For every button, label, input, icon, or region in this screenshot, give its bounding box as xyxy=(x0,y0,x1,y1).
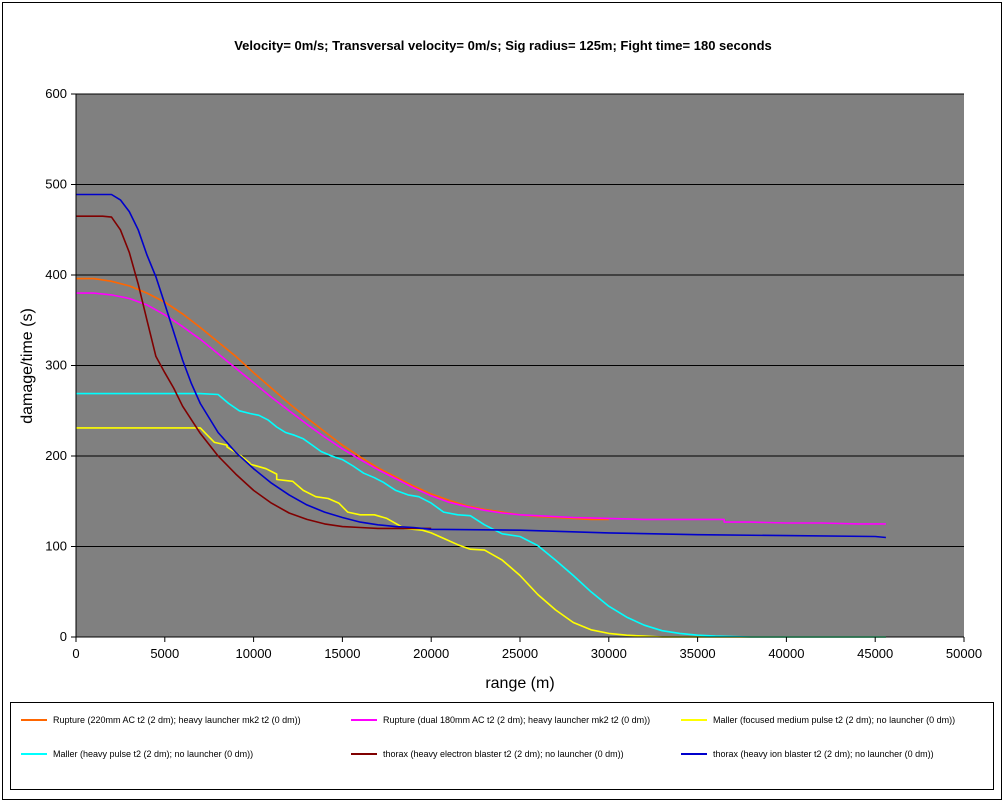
y-tick-label: 100 xyxy=(45,539,67,554)
legend-swatch xyxy=(681,753,707,755)
legend-swatch xyxy=(351,719,377,721)
legend-item-5: thorax (heavy electron blaster t2 (2 dm)… xyxy=(351,749,624,759)
series-line-2 xyxy=(76,292,886,525)
legend-label: Rupture (220mm AC t2 (2 dm); heavy launc… xyxy=(53,715,301,725)
legend-label: thorax (heavy electron blaster t2 (2 dm)… xyxy=(383,749,624,759)
x-tick-label: 35000 xyxy=(680,646,716,661)
series-lines xyxy=(76,193,886,638)
series-line-4 xyxy=(76,392,886,638)
x-tick-label: 10000 xyxy=(236,646,272,661)
y-tick-label: 300 xyxy=(45,358,67,373)
y-tick-label: 400 xyxy=(45,267,67,282)
x-tick-labels: 0 5000 10000 15000 20000 25000 30000 35000 40000… xyxy=(72,646,982,661)
x-tick-label: 20000 xyxy=(413,646,449,661)
x-tick-label: 45000 xyxy=(857,646,893,661)
x-tick-label: 5000 xyxy=(150,646,179,661)
legend-swatch xyxy=(351,753,377,755)
y-tick-label: 0 xyxy=(60,629,67,644)
legend-item-6: thorax (heavy ion blaster t2 (2 dm); no … xyxy=(681,749,934,759)
y-tick-label: 600 xyxy=(45,86,67,101)
x-tick-label: 40000 xyxy=(768,646,804,661)
x-axis-label: range (m) xyxy=(485,675,554,692)
y-tick-label: 500 xyxy=(45,177,67,192)
y-tick-labels: 0 100 200 300 400 500 600 xyxy=(45,86,67,644)
series-line-5 xyxy=(76,215,432,530)
axes xyxy=(71,93,965,642)
y-tick-label: 200 xyxy=(45,448,67,463)
y-axis-label: damage/time (s) xyxy=(19,308,36,424)
legend-item-3: Maller (focused medium pulse t2 (2 dm); … xyxy=(681,715,955,725)
x-tick-label: 15000 xyxy=(324,646,360,661)
x-tick-label: 50000 xyxy=(946,646,982,661)
legend-item-4: Maller (heavy pulse t2 (2 dm); no launch… xyxy=(21,749,253,759)
legend-swatch xyxy=(21,719,47,721)
series-line-3 xyxy=(76,427,886,638)
legend-item-1: Rupture (220mm AC t2 (2 dm); heavy launc… xyxy=(21,715,301,725)
legend-label: Rupture (dual 180mm AC t2 (2 dm); heavy … xyxy=(383,715,651,725)
legend-item-2: Rupture (dual 180mm AC t2 (2 dm); heavy … xyxy=(351,715,650,725)
x-tick-label: 30000 xyxy=(591,646,627,661)
legend-label: Maller (focused medium pulse t2 (2 dm); … xyxy=(713,715,956,725)
legend-label: thorax (heavy ion blaster t2 (2 dm); no … xyxy=(713,749,934,759)
chart-title: Velocity= 0m/s; Transversal velocity= 0m… xyxy=(234,38,772,53)
x-tick-label: 0 xyxy=(72,646,79,661)
legend-swatch xyxy=(681,719,707,721)
grid-lines xyxy=(76,93,964,547)
legend: Rupture (220mm AC t2 (2 dm); heavy launc… xyxy=(10,702,994,790)
series-line-6 xyxy=(76,193,886,539)
legend-swatch xyxy=(21,753,47,755)
x-tick-label: 25000 xyxy=(502,646,538,661)
legend-label: Maller (heavy pulse t2 (2 dm); no launch… xyxy=(53,749,254,759)
